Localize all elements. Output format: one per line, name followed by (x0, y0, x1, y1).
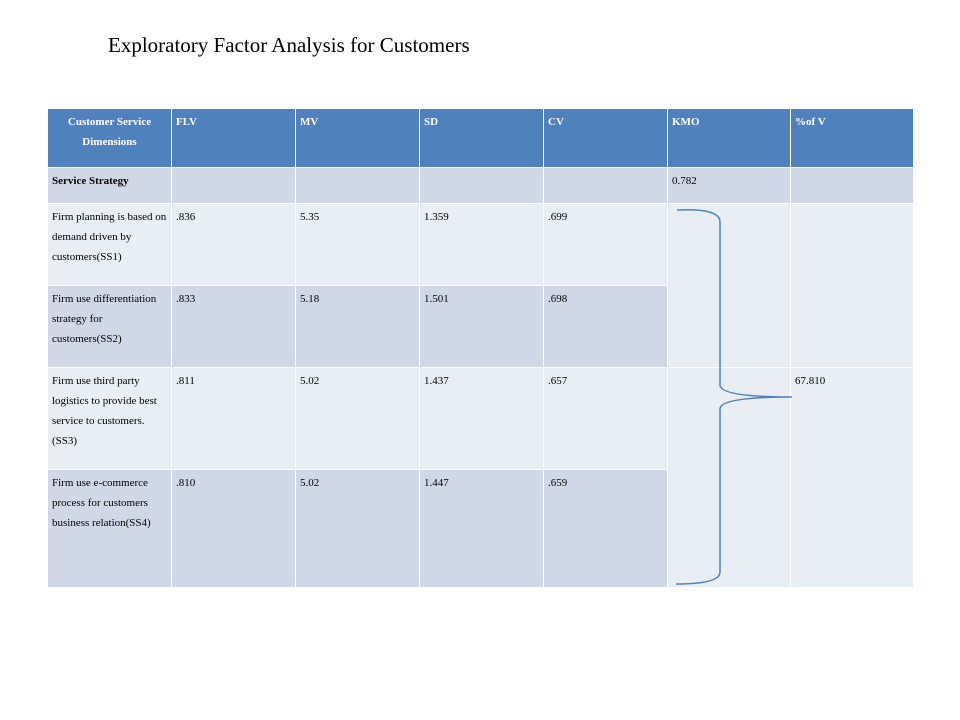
section-label: Service Strategy (47, 167, 172, 204)
header-dimensions: Customer Service Dimensions (47, 108, 172, 168)
header-flv: FLV (171, 108, 296, 168)
header-row: Customer Service Dimensions FLV MV SD CV… (47, 108, 914, 168)
header-cv: CV (543, 108, 668, 168)
mv-value: 5.02 (295, 469, 420, 588)
sd-value: 1.447 (419, 469, 544, 588)
variance-value: 67.810 (790, 367, 914, 588)
table-cell (171, 167, 296, 204)
header-kmo: KMO (667, 108, 791, 168)
flv-value: .836 (171, 203, 296, 286)
header-sd: SD (419, 108, 544, 168)
flv-value: .833 (171, 285, 296, 368)
table-row: Firm use e-commerce process for customer… (47, 469, 914, 588)
mv-value: 5.02 (295, 367, 420, 470)
cv-value: .698 (543, 285, 668, 368)
table-row: Firm planning is based on demand driven … (47, 203, 914, 368)
flv-value: .811 (171, 367, 296, 470)
table-row: Firm use differentiation strategy for cu… (47, 285, 914, 368)
table-cell (419, 167, 544, 204)
header-variance: %of V (790, 108, 914, 168)
sd-value: 1.437 (419, 367, 544, 470)
mv-value: 5.35 (295, 203, 420, 286)
item-label: Firm use third party logistics to provid… (47, 367, 172, 470)
item-label: Firm use differentiation strategy for cu… (47, 285, 172, 368)
table-cell (543, 167, 668, 204)
sd-value: 1.501 (419, 285, 544, 368)
item-label: Firm use e-commerce process for customer… (47, 469, 172, 588)
cv-value: .659 (543, 469, 668, 588)
table-cell (295, 167, 420, 204)
factor-analysis-table: Customer Service Dimensions FLV MV SD CV… (47, 108, 914, 588)
header-mv: MV (295, 108, 420, 168)
flv-value: .810 (171, 469, 296, 588)
cv-value: .699 (543, 203, 668, 286)
slide-title: Exploratory Factor Analysis for Customer… (108, 33, 470, 57)
table-cell (790, 167, 914, 204)
kmo-value: 0.782 (667, 167, 791, 204)
kmo-merged-cell (667, 203, 791, 368)
mv-value: 5.18 (295, 285, 420, 368)
sd-value: 1.359 (419, 203, 544, 286)
section-row: Service Strategy 0.782 (47, 167, 914, 204)
cv-value: .657 (543, 367, 668, 470)
kmo-merged-cell (667, 367, 791, 588)
table-row: Firm use third party logistics to provid… (47, 367, 914, 588)
item-label: Firm planning is based on demand driven … (47, 203, 172, 286)
variance-merged-cell (790, 203, 914, 368)
